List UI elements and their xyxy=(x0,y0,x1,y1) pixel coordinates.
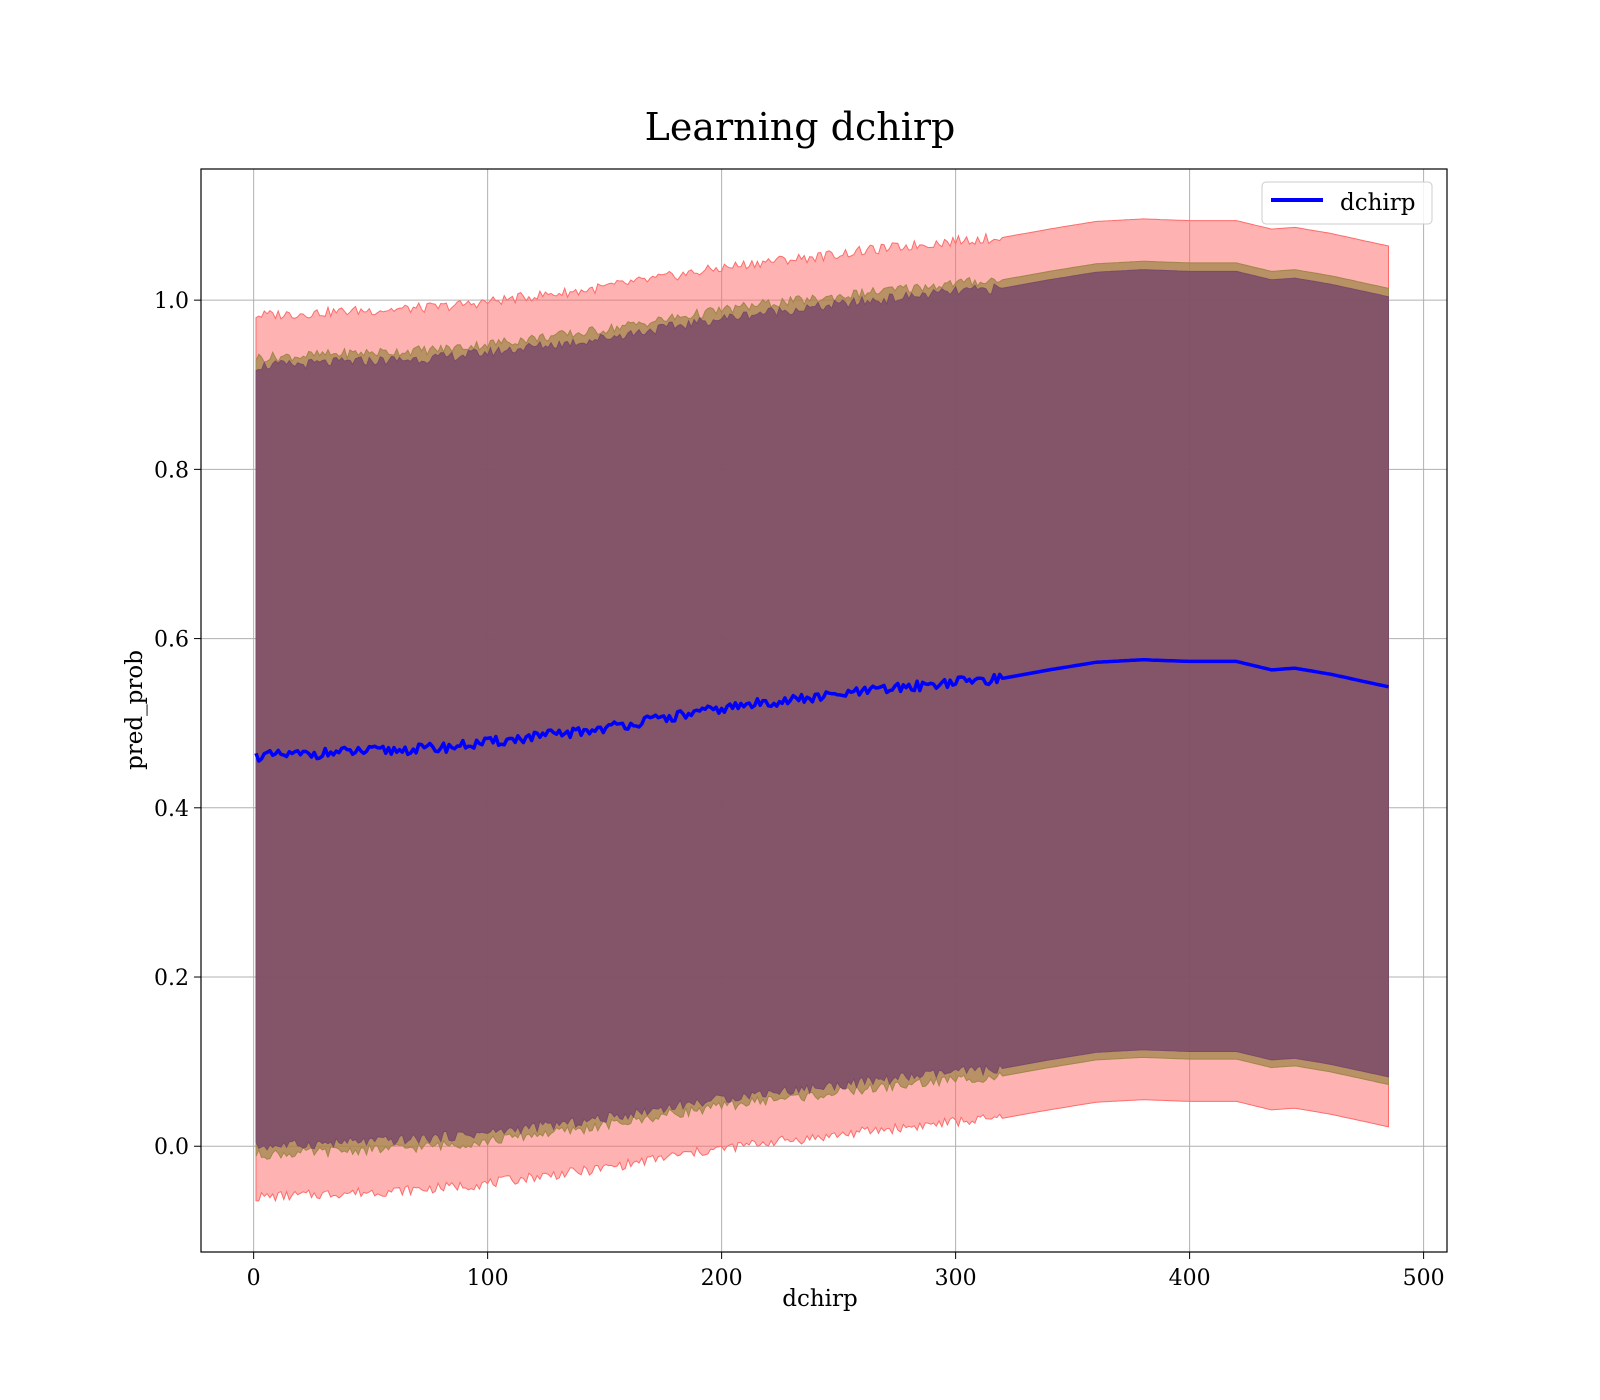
axes-frame xyxy=(200,168,1448,1253)
y-ticks: 0.0 0.2 0.4 0.6 0.8 1.0 xyxy=(154,289,201,1160)
series-lines xyxy=(254,657,1389,763)
x-tick-label: 200 xyxy=(701,1266,743,1291)
y-tick-label: 0.0 xyxy=(154,1135,189,1160)
y-tick-label: 0.4 xyxy=(154,797,189,822)
y-tick-label: 0.6 xyxy=(154,628,189,653)
confidence-bands xyxy=(255,218,1389,1203)
y-axis-label: pred_prob xyxy=(122,650,148,770)
y-tick-label: 0.2 xyxy=(154,966,189,991)
y-tick-label: 0.8 xyxy=(154,458,189,483)
axes-border xyxy=(200,168,1448,1253)
legend-box xyxy=(1261,181,1433,225)
x-tick-label: 100 xyxy=(467,1266,509,1291)
x-ticks: 0 100 200 300 400 500 xyxy=(247,1252,1445,1291)
x-tick-label: 0 xyxy=(247,1266,261,1291)
series-line-dchirp xyxy=(254,657,1389,763)
y-tick-label: 1.0 xyxy=(154,289,189,314)
x-tick-label: 400 xyxy=(1169,1266,1211,1291)
x-axis-label: dchirp xyxy=(782,1286,858,1312)
x-tick-label: 300 xyxy=(935,1266,977,1291)
x-tick-label: 500 xyxy=(1403,1266,1445,1291)
legend: dchirp xyxy=(1261,181,1433,225)
band-inner xyxy=(255,269,1389,1151)
legend-entry-label: dchirp xyxy=(1340,190,1416,216)
chart-title: Learning dchirp xyxy=(645,105,956,149)
